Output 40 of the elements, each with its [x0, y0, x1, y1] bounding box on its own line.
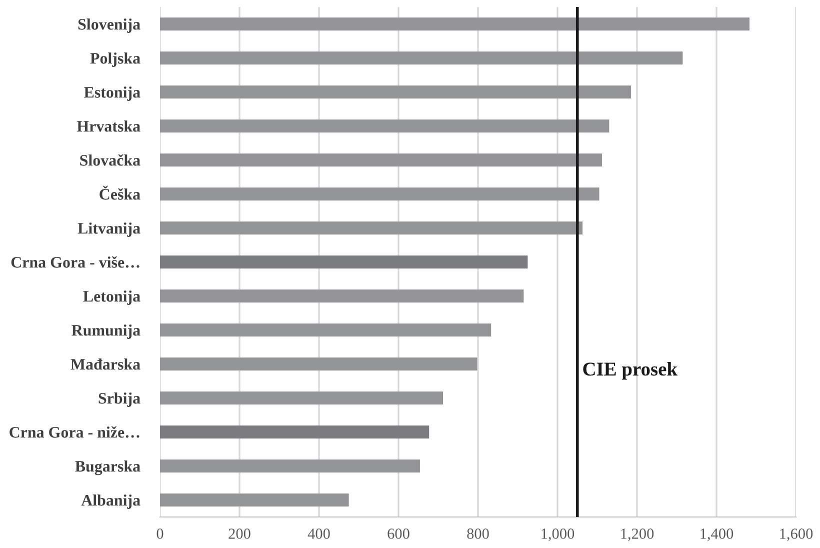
x-tick-label: 1,400	[700, 528, 734, 542]
bar	[160, 392, 444, 404]
x-tick-label: 800	[467, 528, 489, 539]
y-tick-label: Češka	[100, 186, 140, 200]
x-tick-label: 400	[308, 528, 330, 539]
y-tick-label: Srbija	[98, 392, 140, 407]
y-tick-label: Crna Gora - više…	[11, 256, 140, 268]
y-tick-label: Estonija	[84, 86, 140, 101]
x-tick-label: 1,200	[621, 528, 654, 542]
y-tick-label: Letonija	[83, 290, 140, 305]
y-tick-label: Bugarska	[75, 460, 140, 476]
bar	[160, 18, 750, 30]
y-tick-label: Litvanija	[78, 222, 140, 237]
bar	[160, 222, 583, 234]
bar	[160, 120, 610, 132]
y-tick-label: Poljska	[90, 52, 140, 67]
y-tick-label: Rumunija	[72, 324, 140, 339]
bar	[160, 494, 349, 506]
bar	[160, 52, 683, 64]
bar	[160, 86, 632, 98]
x-tick-label: 200	[228, 528, 250, 539]
y-tick-label: Slovačka	[80, 154, 140, 166]
bar	[160, 460, 420, 472]
y-tick-label: Hrvatska	[76, 120, 140, 132]
y-tick-label: Crna Gora - niže…	[10, 426, 140, 438]
y-tick-label: Albanija	[81, 494, 140, 509]
x-tick-label: 1,600	[780, 528, 813, 542]
bar	[160, 324, 492, 336]
ref-line-label: CIE prosek	[583, 362, 678, 380]
bar	[160, 358, 478, 370]
bar	[160, 154, 602, 166]
x-tick-label: 0	[156, 528, 164, 539]
bar	[160, 426, 430, 438]
bar	[160, 188, 600, 200]
y-tick-label: Mađarska	[70, 358, 140, 370]
bar	[160, 290, 524, 302]
x-tick-label: 1,000	[542, 528, 574, 542]
y-tick-label: Slovenija	[78, 18, 140, 33]
bar	[160, 256, 528, 268]
x-tick-label: 600	[388, 528, 410, 539]
